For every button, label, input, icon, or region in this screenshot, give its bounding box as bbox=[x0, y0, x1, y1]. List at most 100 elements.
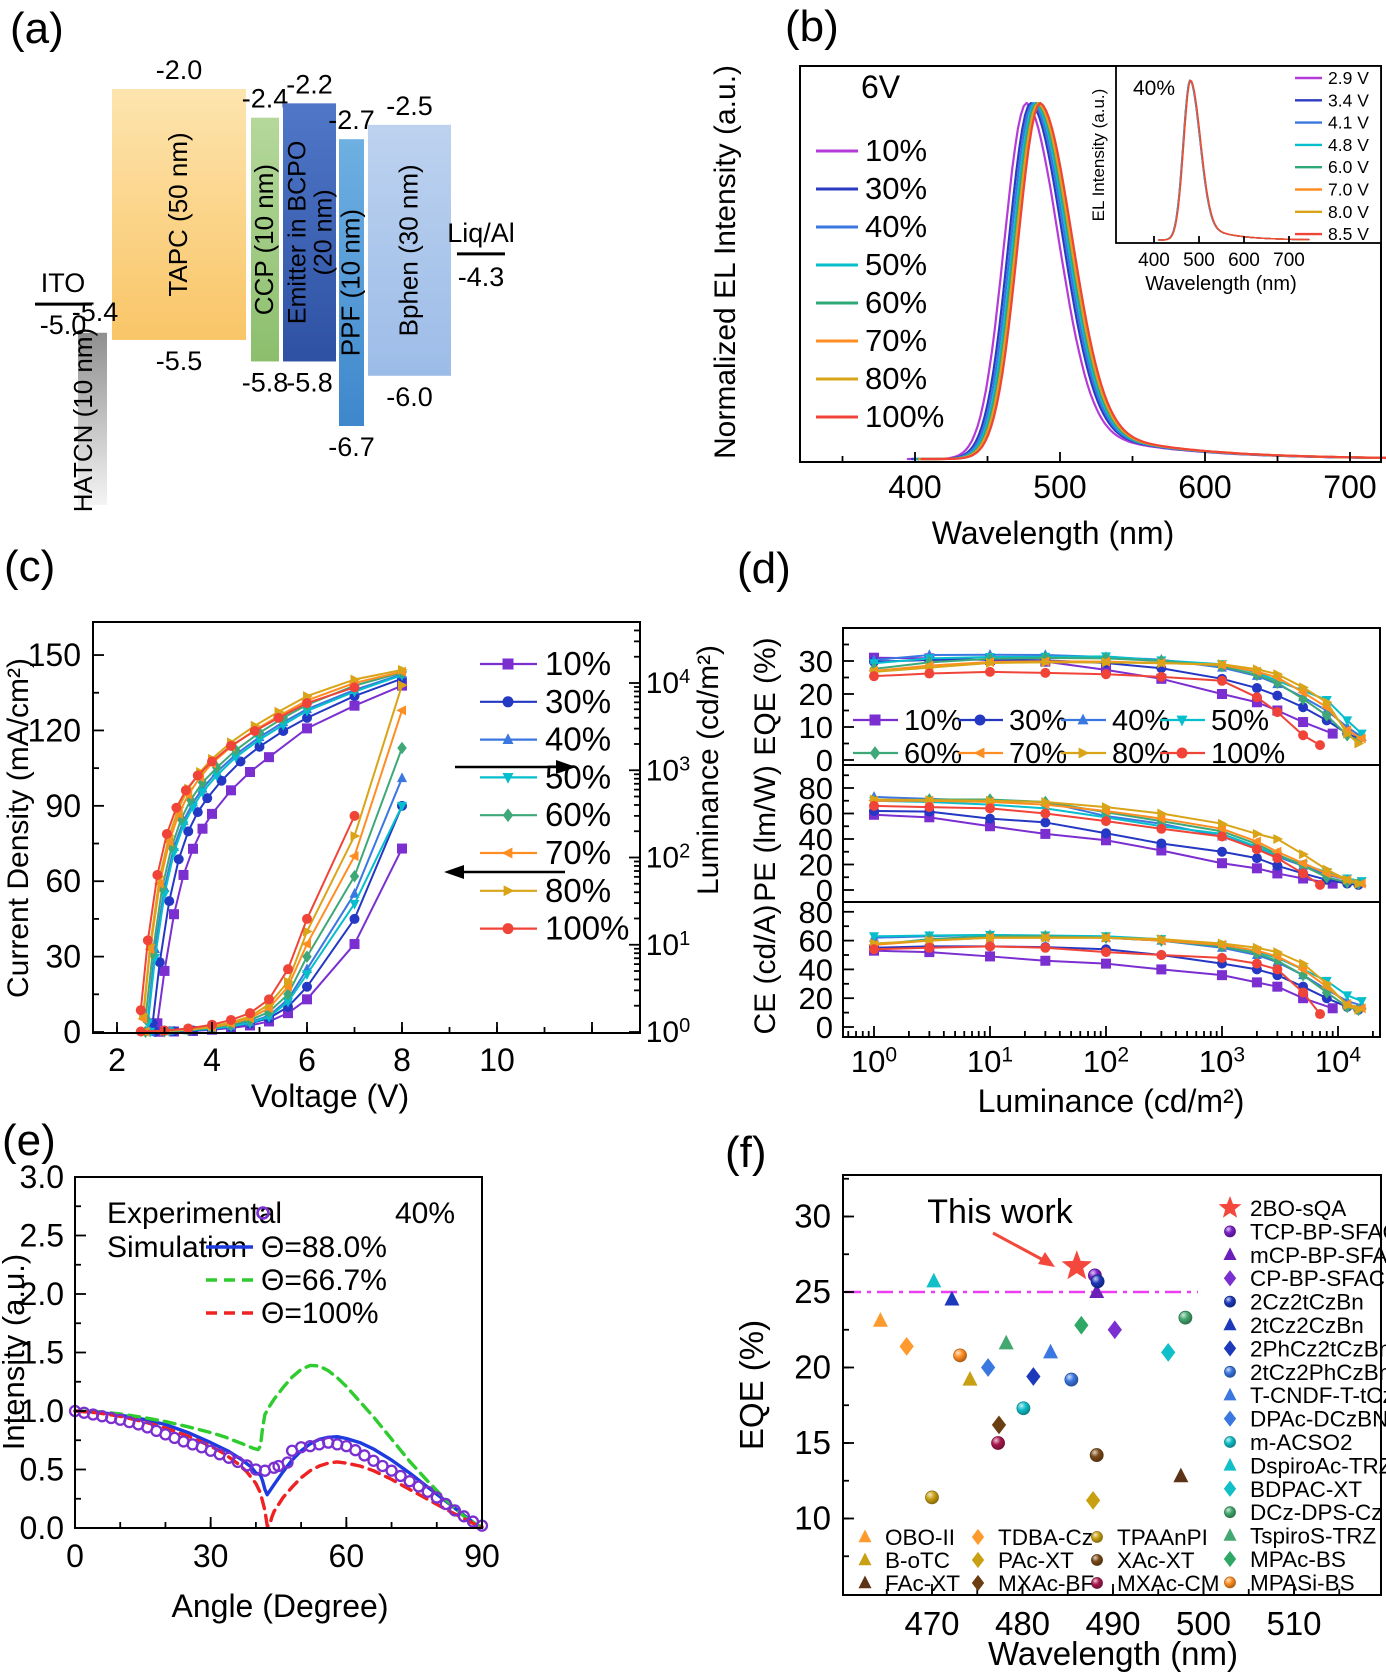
x-tick-label: 4 bbox=[203, 1042, 221, 1078]
legend-label-DspiroAc-TRZ: DspiroAc-TRZ bbox=[1250, 1453, 1386, 1478]
EQE-pt-80% bbox=[1354, 738, 1365, 749]
PE-pt-30% bbox=[1272, 860, 1283, 871]
legend-marker-TspiroS-TRZ bbox=[1223, 1528, 1237, 1541]
L-pt-10% bbox=[245, 766, 255, 777]
y-tick-label: 40 bbox=[799, 822, 833, 857]
CE-pt-100% bbox=[1272, 964, 1283, 975]
J-pt-50% bbox=[302, 970, 312, 980]
axes-box bbox=[842, 1174, 1382, 1596]
legend-marker bbox=[1078, 747, 1090, 759]
y-left-tick: 90 bbox=[45, 788, 81, 824]
legend-marker-2tCz2CzBn bbox=[1223, 1317, 1237, 1331]
L-curve-80% bbox=[142, 668, 403, 1016]
legend-marker bbox=[502, 696, 514, 708]
y-tick-label: 20 bbox=[799, 677, 833, 712]
L-pt-100% bbox=[349, 682, 360, 693]
J-pt-60% bbox=[302, 950, 312, 963]
inset-legend-label: 7.0 V bbox=[1328, 180, 1369, 200]
legend-label: 50% bbox=[1211, 705, 1269, 737]
J-pt-10% bbox=[397, 843, 407, 854]
J-pt-100% bbox=[135, 1026, 146, 1037]
PE-pt-80% bbox=[1041, 797, 1052, 808]
experimental-pt bbox=[403, 1475, 416, 1488]
EQE-pt-80% bbox=[1218, 659, 1228, 670]
x-axis-title: Wavelength (nm) bbox=[932, 515, 1174, 551]
legend-label-MXAc-BF: MXAc-BF bbox=[998, 1571, 1094, 1596]
log-tick-label: 101 bbox=[967, 1044, 1013, 1080]
EQE-pt-100% bbox=[1251, 692, 1262, 703]
CE-pt-10% bbox=[1272, 981, 1283, 992]
log-tick-label: 100 bbox=[851, 1044, 897, 1080]
legend-label-BDPAC-XT: BDPAC-XT bbox=[1250, 1477, 1362, 1502]
CE-pt-100% bbox=[985, 941, 995, 952]
EQE-pt-100% bbox=[985, 666, 995, 677]
L-pt-10% bbox=[349, 700, 360, 711]
legend-main: 10%30%40%50%60%70%80%100% bbox=[816, 133, 944, 434]
panel-b-label: (b) bbox=[785, 2, 839, 51]
EQE-pt-70% bbox=[1355, 733, 1366, 744]
x-tick-label: 30 bbox=[193, 1538, 229, 1574]
J-pt-100% bbox=[283, 964, 293, 975]
layer-label: Emitter in BCPO(20 nm) bbox=[284, 141, 338, 324]
J-pt-100% bbox=[302, 913, 312, 924]
experimental-pt bbox=[448, 1504, 462, 1517]
cathode-value: -4.3 bbox=[458, 262, 505, 292]
log-tick-label: 103 bbox=[1199, 1044, 1245, 1080]
legend-label: 80% bbox=[545, 872, 611, 909]
L-pt-10% bbox=[159, 965, 170, 976]
L-pt-10% bbox=[264, 752, 274, 763]
x-tick-label: 480 bbox=[995, 1605, 1050, 1642]
lumo-value: -2.5 bbox=[386, 91, 433, 121]
inset-x-title: Wavelength (nm) bbox=[1145, 273, 1297, 295]
legend-label-PAc-XT: PAc-XT bbox=[998, 1548, 1074, 1573]
legend-marker-BDPAC-XT bbox=[1223, 1480, 1237, 1497]
pt-MPAc-BS bbox=[1074, 1315, 1089, 1335]
J-pt-40% bbox=[349, 888, 360, 898]
L-pt-70% bbox=[173, 808, 183, 819]
L-pt-50% bbox=[278, 720, 289, 731]
legend-label-DPAc-DCzBN: DPAc-DCzBN bbox=[1250, 1407, 1386, 1432]
J-pt-30% bbox=[349, 913, 360, 924]
pt-OBO-II bbox=[872, 1312, 888, 1327]
experimental-pt bbox=[349, 1444, 362, 1457]
x-axis-title: Wavelength (nm) bbox=[988, 1635, 1238, 1672]
y-tick-label: 0.5 bbox=[20, 1452, 64, 1488]
y-tick-label: 2.0 bbox=[20, 1276, 64, 1312]
EQE-pt-100% bbox=[1040, 667, 1051, 678]
EQE-pt-30% bbox=[1251, 683, 1262, 694]
pt-mCP-BP-SFAC bbox=[1089, 1283, 1105, 1298]
x-tick-label: 600 bbox=[1178, 469, 1231, 505]
pt-FAc-XT bbox=[1173, 1467, 1189, 1483]
y-axis-title-PE: PE (lm/W) bbox=[749, 765, 782, 902]
PE-pt-100% bbox=[1315, 879, 1326, 890]
legend-experimental-title: Experimental bbox=[107, 1197, 282, 1230]
legend-marker bbox=[502, 773, 514, 784]
angular: 0 30 60 90 0.0 0.5 1.0 1.5 2.0 2.5 3.0 Intensity (a… bbox=[0, 1159, 500, 1624]
CE-pt-80% bbox=[1299, 958, 1309, 969]
x-axis-title: Luminance (cd/m²) bbox=[978, 1083, 1245, 1119]
CE-curve-80% bbox=[873, 936, 1360, 1011]
legend-marker-TCP-BP-SFAC bbox=[1224, 1225, 1236, 1238]
PE-pt-80% bbox=[1299, 849, 1309, 860]
pt-CP-BP-SFAC bbox=[1107, 1320, 1122, 1340]
L-pt-100% bbox=[142, 935, 153, 946]
EQE-pt-50% bbox=[1342, 716, 1353, 727]
PE-pt-10% bbox=[1272, 868, 1283, 879]
legend-label-2Cz2tCzBn: 2Cz2tCzBn bbox=[1250, 1290, 1364, 1315]
pt-B-oTC bbox=[962, 1370, 978, 1386]
EQE-pt-100% bbox=[1298, 730, 1309, 741]
CE-pt-100% bbox=[1101, 947, 1111, 958]
legend-label-OBO-II: OBO-II bbox=[885, 1525, 955, 1550]
pt-TPAAnPI bbox=[925, 1490, 939, 1505]
y-tick-label: 0 bbox=[816, 1010, 833, 1045]
EQE-pt-30% bbox=[1298, 702, 1309, 713]
inset-x-tick: 400 bbox=[1138, 250, 1170, 271]
legend-marker-2PhCz2tCzBn bbox=[1223, 1340, 1237, 1357]
CE-pt-100% bbox=[1040, 942, 1051, 953]
axes-box bbox=[799, 65, 1382, 463]
CE-pt-10% bbox=[1251, 977, 1262, 988]
legend-marker-DPAc-DCzBN bbox=[1223, 1410, 1237, 1427]
